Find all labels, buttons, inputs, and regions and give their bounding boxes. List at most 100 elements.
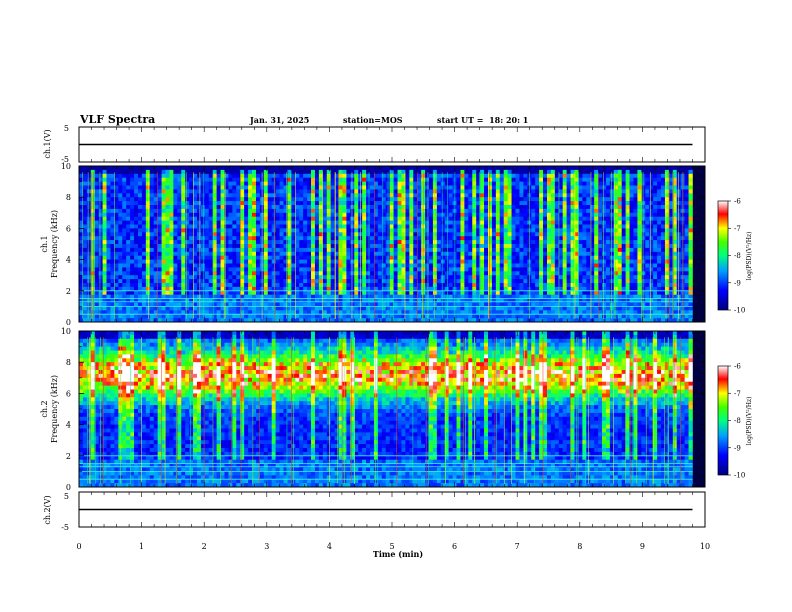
spectrogram-cell bbox=[409, 181, 414, 186]
spectrogram-cell bbox=[114, 290, 119, 295]
spectrogram-cell bbox=[126, 310, 131, 315]
spectrogram-cell bbox=[279, 232, 284, 237]
spectrogram-cell bbox=[228, 216, 233, 221]
spectrogram-cell bbox=[350, 197, 355, 202]
spectrogram-cell bbox=[307, 314, 312, 319]
spectrogram-cell bbox=[381, 193, 387, 198]
spectrogram-cell bbox=[554, 302, 560, 307]
spectrogram-cell bbox=[165, 302, 170, 307]
spectrogram-cell bbox=[523, 244, 528, 249]
spectrogram-cell bbox=[141, 169, 147, 175]
spectrogram-cell bbox=[137, 251, 143, 256]
spectrogram-cell bbox=[334, 189, 339, 194]
spectrogram-cell bbox=[535, 232, 540, 237]
spectrogram-cell bbox=[173, 259, 178, 264]
spectrogram-cell bbox=[362, 166, 367, 171]
spectrogram-cell bbox=[216, 271, 221, 276]
spectrogram-cell bbox=[440, 185, 446, 190]
spectrogram-cell bbox=[157, 197, 162, 202]
spectrogram-cell bbox=[185, 169, 190, 175]
spectrogram-cell bbox=[255, 318, 261, 323]
spectrogram-cell bbox=[189, 228, 194, 233]
spectrogram-cell bbox=[507, 185, 512, 190]
spectrogram-cell bbox=[397, 271, 402, 276]
spectrogram-cell bbox=[126, 189, 131, 194]
spectrogram-cell bbox=[381, 271, 387, 276]
spectrogram-cell bbox=[181, 232, 186, 237]
spectrogram-cell bbox=[354, 189, 359, 194]
spectrogram-cell bbox=[515, 247, 520, 253]
spectrogram-cell bbox=[401, 294, 406, 299]
spectrogram-cell bbox=[326, 173, 331, 178]
spectrogram-cell bbox=[291, 169, 296, 175]
spectrogram-cell bbox=[255, 185, 261, 190]
spectrogram-cell bbox=[417, 208, 422, 214]
spectrogram-cell bbox=[295, 193, 300, 198]
spectrogram-cell bbox=[252, 232, 257, 237]
spectrogram-cell bbox=[507, 228, 512, 233]
spectrogram-cell bbox=[432, 314, 438, 319]
spectrogram-cell bbox=[543, 193, 548, 198]
spectrogram-cell bbox=[86, 224, 92, 229]
spectrogram-cell bbox=[200, 177, 206, 182]
spectrogram-cell bbox=[295, 271, 300, 276]
spectrogram-cell bbox=[468, 193, 473, 198]
spectrogram-cell bbox=[531, 193, 536, 198]
spectrogram-cell bbox=[232, 208, 237, 214]
spectrogram-cell bbox=[476, 306, 481, 311]
spectrogram-cell bbox=[338, 240, 343, 245]
spectrogram-cell bbox=[503, 271, 508, 276]
spectrogram-cell bbox=[248, 232, 253, 237]
spectrogram-cell bbox=[141, 228, 147, 233]
spectrogram-cell bbox=[185, 314, 190, 319]
spectrogram-cell bbox=[440, 247, 446, 253]
spectrogram-cell bbox=[137, 247, 143, 253]
spectrogram-cell bbox=[181, 197, 186, 202]
spectrogram-cell bbox=[456, 247, 461, 253]
spectrogram-cell bbox=[185, 193, 190, 198]
spectrogram-cell bbox=[141, 177, 147, 182]
spectrogram-cell bbox=[255, 314, 261, 319]
spectrogram-cell bbox=[456, 286, 461, 292]
spectrogram-cell bbox=[401, 290, 406, 295]
spectrogram-cell bbox=[381, 318, 387, 323]
spectrogram-cell bbox=[393, 177, 398, 182]
spectrogram-cell bbox=[484, 263, 489, 268]
spectrogram-cell bbox=[373, 314, 379, 319]
spectrogram-cell bbox=[244, 173, 249, 178]
spectrogram-cell bbox=[169, 251, 174, 256]
spectrogram-cell bbox=[346, 251, 351, 256]
spectrogram-cell bbox=[98, 173, 103, 178]
spectrogram-cell bbox=[354, 240, 359, 245]
spectrogram-cell bbox=[519, 247, 524, 253]
spectrogram-cell bbox=[216, 205, 221, 210]
spectrogram-cell bbox=[401, 263, 406, 268]
spectrogram-cell bbox=[318, 232, 324, 237]
spectrogram-cell bbox=[200, 271, 206, 276]
spectrogram-cell bbox=[326, 302, 331, 307]
spectrogram-cell bbox=[322, 166, 328, 171]
spectrogram-cell bbox=[279, 185, 284, 190]
spectrogram-cell bbox=[330, 283, 335, 288]
spectrogram-cell bbox=[436, 244, 442, 249]
spectrogram-cell bbox=[409, 259, 414, 264]
spectrogram-cell bbox=[499, 267, 505, 272]
spectrogram-cell bbox=[370, 208, 375, 214]
spectrogram-cell bbox=[429, 232, 434, 237]
spectrogram-cell bbox=[82, 232, 88, 237]
spectrogram-cell bbox=[228, 255, 233, 260]
spectrogram-cell bbox=[550, 212, 556, 217]
spectrogram-cell bbox=[220, 232, 225, 237]
spectrogram-cell bbox=[350, 294, 355, 299]
spectrogram-cell bbox=[169, 279, 174, 284]
spectrogram-cell bbox=[283, 314, 288, 319]
spectrogram-cell bbox=[149, 236, 155, 241]
spectrogram-cell bbox=[448, 318, 453, 323]
spectrogram-cell bbox=[405, 279, 410, 284]
spectrogram-cell bbox=[413, 255, 418, 260]
spectrogram-cell bbox=[145, 201, 151, 206]
spectrogram-cell bbox=[330, 220, 335, 225]
spectrogram-cell bbox=[79, 169, 84, 175]
spectrogram-cell bbox=[362, 197, 367, 202]
spectrogram-cell bbox=[94, 216, 99, 221]
